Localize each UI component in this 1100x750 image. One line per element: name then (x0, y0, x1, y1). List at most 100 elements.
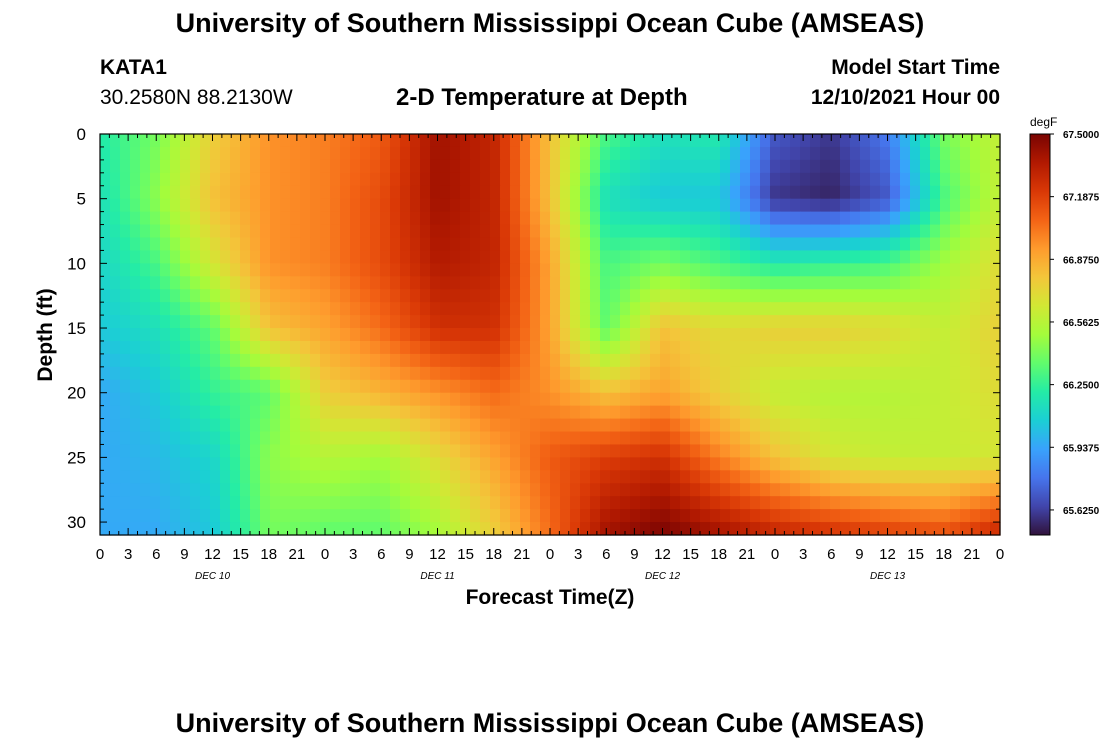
heatmap-cell (890, 340, 901, 355)
heatmap-cell (310, 159, 321, 174)
heatmap-cell (890, 315, 901, 329)
heatmap-cell (460, 353, 471, 368)
heatmap-cell (790, 263, 801, 277)
heatmap-cell (120, 276, 131, 290)
heatmap-cell (770, 172, 781, 187)
heatmap-cell (580, 172, 591, 187)
heatmap-cell (150, 392, 161, 407)
heatmap-cell (210, 172, 221, 187)
heatmap-cell (650, 418, 661, 433)
heatmap-cell (800, 353, 811, 368)
heatmap-cell (870, 496, 881, 510)
heatmap-cell (490, 496, 501, 510)
heatmap-cell (320, 172, 331, 187)
heatmap-cell (720, 522, 731, 536)
heatmap-cell (330, 328, 341, 342)
heatmap-cell (550, 328, 561, 342)
heatmap-cell (200, 328, 211, 342)
heatmap-cell (190, 353, 201, 368)
heatmap-cell (510, 431, 521, 446)
heatmap-cell (960, 444, 971, 458)
heatmap-cell (120, 431, 131, 446)
heatmap-cell (180, 250, 191, 264)
heatmap-cell (470, 198, 481, 213)
heatmap-cell (220, 302, 231, 316)
heatmap-cell (530, 302, 541, 316)
heatmap-cell (980, 366, 991, 381)
heatmap-cell (360, 146, 371, 161)
heatmap-cell (270, 237, 281, 252)
heatmap-cell (270, 276, 281, 290)
heatmap-cell (170, 263, 181, 277)
heatmap-cell (900, 457, 911, 471)
heatmap-cell (270, 392, 281, 407)
heatmap-cell (170, 340, 181, 355)
heatmap-cell (490, 159, 501, 174)
heatmap-cell (780, 340, 791, 355)
heatmap-cell (430, 250, 441, 264)
heatmap-cell (720, 353, 731, 368)
heatmap-cell (910, 457, 921, 471)
x-day-label: DEC 13 (870, 571, 905, 582)
heatmap-cell (730, 276, 741, 290)
heatmap-cell (900, 405, 911, 420)
heatmap-cell (230, 224, 241, 239)
heatmap-cell (440, 224, 451, 239)
heatmap-cell (480, 431, 491, 446)
heatmap-cell (370, 483, 381, 497)
heatmap-cell (980, 146, 991, 161)
heatmap-cell (390, 366, 401, 381)
heatmap-cell (720, 250, 731, 264)
x-tick-label: 18 (710, 546, 727, 563)
heatmap-cell (170, 392, 181, 407)
heatmap-cell (710, 315, 721, 329)
heatmap-cell (100, 237, 111, 252)
heatmap-cell (310, 405, 321, 420)
heatmap-cell (470, 340, 481, 355)
heatmap-cell (210, 470, 221, 484)
heatmap-cell (940, 353, 951, 368)
heatmap-cell (930, 185, 941, 200)
heatmap-cell (100, 289, 111, 303)
heatmap-cell (260, 250, 271, 264)
heatmap-cell (890, 483, 901, 497)
heatmap-cell (630, 237, 641, 252)
heatmap-cell (730, 159, 741, 174)
heatmap-cell (850, 328, 861, 342)
heatmap-cell (830, 315, 841, 329)
heatmap-cell (350, 392, 361, 407)
heatmap-cell (330, 224, 341, 239)
heatmap-cell (230, 328, 241, 342)
heatmap-cell (420, 340, 431, 355)
heatmap-cell (240, 250, 251, 264)
heatmap-cell (270, 159, 281, 174)
heatmap-cell (430, 134, 441, 148)
heatmap-cell (590, 353, 601, 368)
heatmap-cell (380, 340, 391, 355)
heatmap-cell (720, 470, 731, 484)
heatmap-cell (690, 198, 701, 213)
heatmap-cell (410, 366, 421, 381)
heatmap-cell (920, 470, 931, 484)
heatmap-cell (270, 340, 281, 355)
heatmap-cell (250, 185, 261, 200)
heatmap-cell (590, 315, 601, 329)
heatmap-cell (530, 263, 541, 277)
heatmap-cell (500, 250, 511, 264)
heatmap-cell (700, 379, 711, 394)
heatmap-cell (870, 134, 881, 148)
heatmap-cell (780, 522, 791, 536)
heatmap-cell (330, 289, 341, 303)
heatmap-cell (930, 263, 941, 277)
heatmap-cell (550, 302, 561, 316)
heatmap-cell (590, 276, 601, 290)
heatmap-cell (860, 522, 871, 536)
heatmap-cell (880, 457, 891, 471)
heatmap-cell (460, 444, 471, 458)
heatmap-cell (960, 496, 971, 510)
heatmap-cell (590, 250, 601, 264)
heatmap-cell (530, 172, 541, 187)
heatmap-cell (410, 379, 421, 394)
heatmap-cell (610, 159, 621, 174)
heatmap-cell (580, 224, 591, 239)
